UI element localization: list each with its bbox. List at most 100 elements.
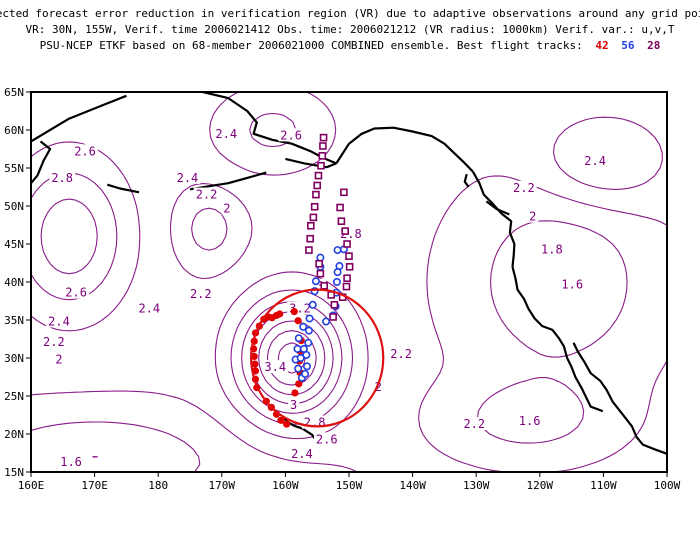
header-line-1: Expected forecast error reduction in ver… — [0, 7, 700, 20]
lat-tick-label: 30N — [4, 352, 24, 365]
red-track-point — [290, 308, 298, 316]
contour-label-halo — [221, 201, 233, 215]
purple-track-point — [345, 252, 353, 260]
contour-label-halo — [188, 287, 214, 301]
blue-track-point — [333, 246, 342, 255]
purple-track-point — [315, 259, 323, 268]
purple-track-point — [317, 161, 325, 170]
contour-label: 2.2 — [390, 347, 412, 361]
contour-label: 2.6 — [280, 128, 302, 142]
blue-track-point — [308, 300, 317, 309]
red-track-point — [276, 310, 284, 318]
lon-tick-label: 170E — [81, 479, 108, 492]
purple-track-point — [341, 227, 349, 235]
lon-tick-label: 120W — [527, 479, 554, 492]
blue-track-point — [296, 353, 305, 362]
track-label-red: 42 — [595, 39, 608, 52]
contour-label: 2.8 — [51, 171, 73, 185]
lon-tick-label: 150W — [336, 479, 363, 492]
contour-label: 2.6 — [74, 144, 96, 158]
contour-label: 2.2 — [190, 287, 212, 301]
lat-tick-label: 45N — [4, 238, 24, 251]
coastline-segment — [285, 157, 337, 169]
purple-track-point — [305, 246, 313, 254]
purple-track-point — [309, 213, 318, 222]
blue-track-point — [305, 314, 314, 323]
purple-track-point — [307, 221, 315, 230]
lat-tick-label: 35N — [4, 314, 24, 327]
coastline-segment — [189, 171, 267, 191]
coastline-segment — [31, 94, 127, 143]
contour-label: 2.4 — [138, 302, 160, 316]
contour-label-halo — [63, 285, 89, 299]
red-track-point — [294, 317, 302, 325]
contour-label: 2.2 — [463, 417, 485, 431]
contour-label: 2.6 — [65, 286, 87, 300]
lat-tick-label: 50N — [4, 200, 24, 213]
contour-label: 2 — [529, 210, 536, 224]
purple-track-point — [343, 240, 351, 248]
coastline-segment — [463, 173, 470, 188]
coastline-segment — [335, 126, 474, 173]
lon-tick-label: 160E — [18, 479, 45, 492]
purple-track-point — [345, 262, 354, 271]
purple-track-point — [330, 300, 339, 309]
coastlines — [31, 92, 667, 455]
lon-tick-label: 130W — [463, 479, 490, 492]
contour-label: 2.6 — [316, 432, 338, 446]
lon-tick-label: 160W — [272, 479, 299, 492]
contour-line — [92, 455, 98, 458]
contour-label: 3 — [290, 398, 297, 412]
contour-label-halo — [539, 242, 565, 256]
red-track-point — [250, 352, 258, 361]
coastline-segment — [472, 171, 516, 267]
blue-track-point — [301, 369, 310, 378]
track-label-blue: 56 — [621, 39, 635, 52]
blue-track-point — [303, 362, 312, 371]
contour-label-halo — [213, 126, 240, 140]
lat-tick-label: 25N — [4, 390, 24, 403]
coastline-segment — [31, 140, 52, 184]
purple-track-point — [319, 142, 327, 150]
contour-labels: 2.4 2.62.62.8 2.42.222.6 2.22.42.833.23.432… — [41, 126, 608, 472]
contour-label-halo — [193, 187, 220, 201]
track-label-purple: 28 — [647, 39, 660, 52]
contour-label-halo — [49, 170, 75, 184]
lat-tick-label: 15N — [4, 466, 24, 479]
lat-tick-label: 55N — [4, 162, 24, 175]
blue-track-point — [294, 364, 303, 373]
lat-tick-label: 40N — [4, 276, 24, 289]
contour-label-halo — [511, 180, 537, 194]
contour-label-halo — [289, 446, 315, 460]
red-track-point — [295, 380, 303, 388]
purple-track-point — [342, 282, 351, 291]
contour-label-halo — [288, 398, 300, 412]
red-track-point — [283, 420, 291, 428]
contour-label: 2 — [223, 201, 230, 215]
purple-track-point — [313, 181, 322, 190]
contour-lines — [31, 92, 667, 472]
contour-label: 2.4 — [177, 171, 199, 185]
blue-track-point — [316, 253, 325, 262]
lon-tick-label: 180 — [148, 479, 168, 492]
contour-label-halo — [72, 144, 98, 158]
purple-track-point — [312, 190, 320, 199]
lon-tick-label: 140W — [399, 479, 426, 492]
blue-track-point — [311, 277, 320, 286]
blue-track-point — [299, 322, 308, 331]
contour-label: 3 — [317, 279, 324, 293]
contour-label-halo — [174, 170, 201, 184]
contour-label-halo — [46, 314, 72, 328]
blue-track-point — [333, 268, 342, 277]
contour-label-halo — [388, 347, 414, 361]
coastline-segment — [106, 183, 140, 194]
contour-label-halo — [313, 432, 340, 446]
contour-label: 2.4 — [48, 315, 70, 329]
coastline-segment — [572, 342, 667, 455]
red-track-point — [251, 367, 260, 375]
purple-track-point — [320, 281, 328, 290]
purple-track-point — [314, 171, 323, 180]
contour-label-halo — [314, 278, 326, 292]
lat-tick-label: 65N — [4, 86, 24, 99]
